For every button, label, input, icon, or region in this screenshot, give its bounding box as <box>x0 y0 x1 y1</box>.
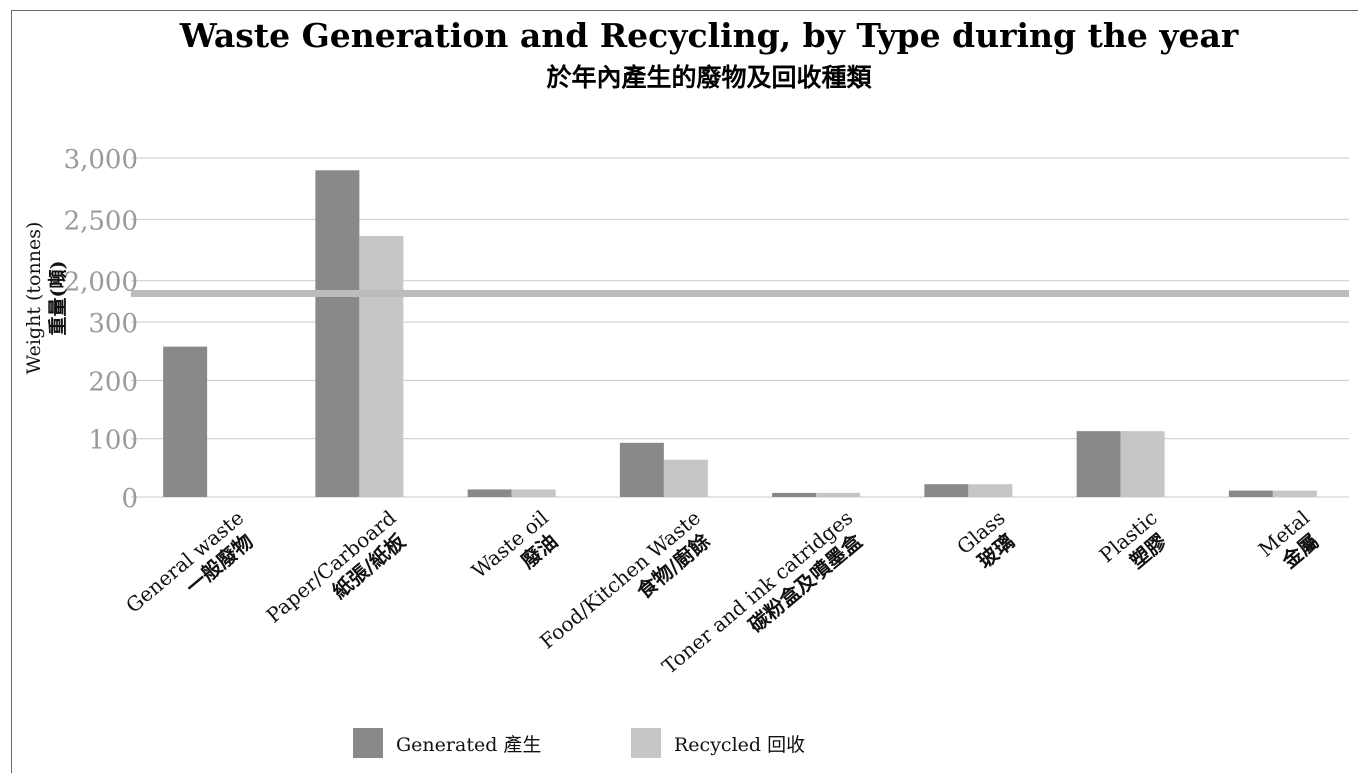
bar-series1-7 <box>1272 490 1317 497</box>
y-tick-label-upper-2: 3,000 <box>64 145 138 175</box>
legend-label-recycled: Recycled 回收 <box>674 733 806 756</box>
bar-series1-1 <box>359 235 404 497</box>
y-tick-label-lower-2: 200 <box>88 367 138 397</box>
axis-break-band <box>131 290 1349 297</box>
y-axis-label: Weight (tonnes) 重量(噸) <box>23 222 69 375</box>
bar-series0-1 <box>315 170 360 498</box>
y-tick-label-upper-0: 2,000 <box>64 268 138 298</box>
legend-item-recycled: Recycled 回收 <box>631 728 805 758</box>
bar-series0-3 <box>619 442 664 497</box>
legend-label-generated: Generated 產生 <box>396 733 542 756</box>
bar-series1-2 <box>511 489 556 497</box>
legend-item-generated: Generated 產生 <box>353 728 541 758</box>
y-tick-label-lower-1: 100 <box>88 426 138 456</box>
chart-title: Waste Generation and Recycling, by Type … <box>179 16 1239 55</box>
chart-subtitle: 於年內產生的廢物及回收種類 <box>546 63 872 92</box>
x-tick-label-en-3: Food/Kitchen Waste <box>535 505 705 653</box>
y-axis-label-en: Weight (tonnes) <box>23 222 45 375</box>
legend-swatch-generated <box>353 728 383 758</box>
bar-series1-3 <box>663 459 708 497</box>
y-tick-label-upper-1: 2,500 <box>64 206 138 236</box>
y-axis-label-zh: 重量(噸) <box>46 261 69 336</box>
chart-frame <box>11 10 1358 773</box>
y-tick-label-lower-3: 300 <box>88 309 138 339</box>
bar-series0-0 <box>163 346 208 497</box>
bar-series0-2 <box>467 489 512 497</box>
y-tick-labels: 0 100 200 300 2,000 2,500 3,000 <box>64 145 138 514</box>
bars <box>163 170 1317 498</box>
bar-series0-5 <box>924 484 969 497</box>
bar-series0-7 <box>1228 490 1273 497</box>
bar-series1-4 <box>816 492 861 497</box>
bar-series1-6 <box>1120 431 1165 497</box>
y-tick-label-lower-0: 0 <box>121 484 138 514</box>
legend-swatch-recycled <box>631 728 661 758</box>
legend: Generated 產生 Recycled 回收 <box>353 728 913 764</box>
bar-series0-6 <box>1076 431 1121 497</box>
gridlines <box>131 157 1349 498</box>
bar-series0-4 <box>772 492 817 497</box>
bar-series1-5 <box>968 484 1013 497</box>
